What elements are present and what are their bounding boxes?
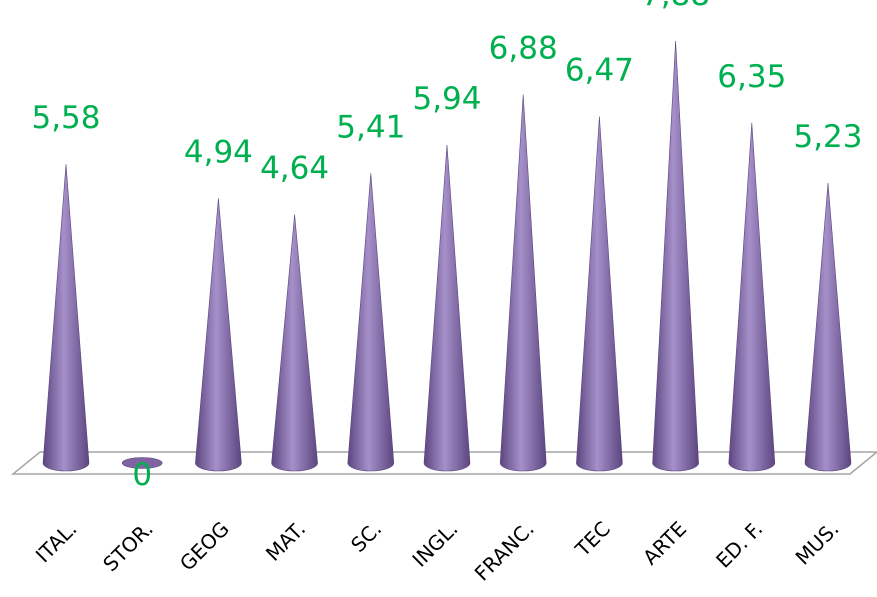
value-label-ital: 5,58 [31, 100, 100, 136]
value-label-stor: 0 [132, 457, 152, 493]
value-label-arte: 7,88 [641, 0, 710, 13]
value-label-ingl: 5,94 [412, 81, 481, 117]
x-tick-label-ed-f: ED. F. [711, 517, 767, 573]
x-tick-label-sc: SC. [346, 517, 386, 557]
bar-sc [347, 173, 395, 472]
bar-mat [271, 214, 318, 472]
bar-ingl [423, 144, 471, 472]
value-label-sc: 5,41 [336, 109, 405, 145]
value-label-mat: 4,64 [260, 151, 329, 187]
bar-stor [121, 457, 163, 469]
bar-arte [652, 40, 699, 472]
x-tick-label-mat: MAT. [261, 517, 310, 566]
bar-geog [195, 198, 242, 472]
x-tick-label-geog: GEOG [175, 517, 234, 576]
x-tick-label-stor: STOR. [98, 517, 158, 577]
bar-mus [804, 182, 852, 472]
x-tick-label-tec: TEC [570, 517, 615, 562]
value-label-ed-f: 6,35 [717, 59, 786, 95]
x-tick-label-mus: MUS. [791, 517, 844, 570]
x-tick-label-ital: ITAL. [31, 517, 82, 568]
value-label-geog: 4,94 [184, 134, 253, 170]
bar-tec [576, 116, 623, 472]
x-tick-label-ingl: INGL. [407, 517, 462, 572]
value-label-mus: 5,23 [793, 119, 862, 155]
x-tick-label-arte: ARTE [638, 517, 691, 570]
tick-labels-layer: ITAL. STOR. GEOG MAT. SC. INGL. FRANC. TEC ARTE E… [31, 517, 844, 586]
value-label-franc: 6,88 [489, 31, 558, 67]
value-labels-layer: 5,58 0 4,944,645,415,946,886,47 7,88 6,355,2… [31, 0, 862, 493]
bar-ed-f [728, 122, 776, 472]
bar-franc [499, 94, 547, 472]
value-label-tec: 6,47 [565, 53, 634, 89]
bar-ital [42, 164, 90, 472]
bars-layer [42, 40, 852, 472]
x-tick-label-franc: FRANC. [470, 517, 539, 586]
